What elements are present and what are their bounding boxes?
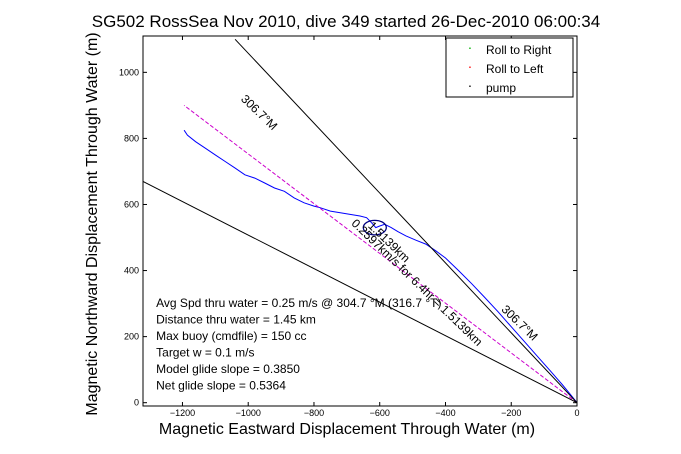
legend-marker: · [468, 77, 473, 93]
x-tick-label: −1000 [236, 408, 261, 418]
y-tick-label: 600 [124, 199, 139, 209]
y-axis-label: Magnetic Northward Displacement Through … [84, 32, 101, 415]
series-layer [143, 38, 577, 404]
y-tick-label: 1000 [119, 67, 139, 77]
annotation-text: Avg Spd thru water = 0.25 m/s @ 304.7 °M… [156, 296, 441, 310]
series-ellipse [362, 219, 387, 236]
legend-label: Roll to Right [486, 43, 552, 57]
y-tick-label: 400 [124, 266, 139, 276]
annotation-text: Max buoy (cmdfile) = 150 cc [156, 329, 306, 343]
annotation-text: Target w = 0.1 m/s [156, 345, 254, 359]
legend: · Roll to Right · Roll to Left · pump [445, 37, 574, 98]
annotation-text: Distance thru water = 1.45 km [156, 312, 316, 326]
x-tick-label: −800 [304, 408, 324, 418]
legend-box [445, 37, 574, 98]
y-tick-label: 200 [124, 332, 139, 342]
legend-marker: · [468, 39, 473, 55]
x-axis-label: Magnetic Eastward Displacement Through W… [159, 421, 535, 438]
series-line-1 [183, 129, 577, 404]
x-tick-label: −400 [435, 408, 455, 418]
series-line-3 [143, 180, 577, 404]
annotation-text: Model glide slope = 0.3850 [156, 362, 300, 376]
x-tick-label: 0 [574, 408, 579, 418]
x-axis-ticks: −1200 −1000 −800 −600 −400 −200 0 [170, 36, 580, 418]
annotation-text: Net glide slope = 0.5364 [156, 378, 286, 392]
x-tick-label: −200 [501, 408, 521, 418]
legend-items: · Roll to Right · Roll to Left · pump [468, 39, 552, 95]
chart-title: SG502 RossSea Nov 2010, dive 349 started… [92, 12, 600, 31]
series-line-2 [183, 105, 577, 404]
legend-label: Roll to Left [486, 62, 544, 76]
x-tick-label: −1200 [170, 408, 195, 418]
axes-box [142, 35, 578, 407]
legend-label: pump [486, 81, 516, 95]
y-axis-ticks: 0 200 400 600 800 1000 [119, 67, 577, 408]
legend-marker: · [468, 58, 473, 74]
y-tick-label: 800 [124, 133, 139, 143]
series-line-4 [234, 38, 577, 404]
y-tick-label: 0 [134, 398, 139, 408]
x-tick-label: −600 [370, 408, 390, 418]
